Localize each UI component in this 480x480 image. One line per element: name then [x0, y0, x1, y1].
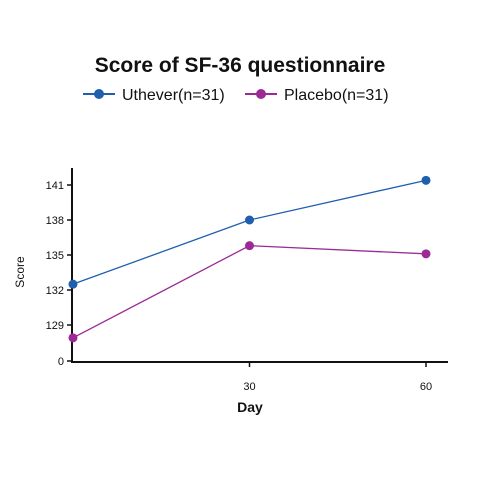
- series-line-1: [72, 245, 427, 339]
- y-axis-label: Score: [13, 256, 27, 288]
- axes: 0 129 132 135 138 141 30 60: [46, 168, 448, 393]
- data-point: [68, 333, 78, 343]
- data-point: [245, 215, 254, 225]
- y-tick-label: 0: [58, 356, 64, 368]
- series-line-0: [72, 179, 427, 285]
- series-layer: [68, 175, 431, 343]
- legend-marker-uthever: [94, 89, 104, 99]
- legend-label-uthever: Uthever(n=31): [122, 87, 225, 104]
- chart-title: Score of SF-36 questionnaire: [95, 54, 386, 77]
- data-point: [68, 279, 78, 289]
- data-point: [421, 175, 431, 185]
- y-tick-label: 138: [46, 215, 64, 227]
- legend-marker-placebo: [256, 89, 266, 99]
- y-tick-label: 141: [46, 180, 64, 192]
- data-point: [245, 241, 254, 251]
- legend-label-placebo: Placebo(n=31): [284, 87, 389, 104]
- legend: Uthever(n=31) Placebo(n=31): [83, 87, 389, 104]
- x-tick-label: 30: [243, 381, 255, 393]
- x-axis-label: Day: [237, 399, 263, 415]
- x-tick-label: 60: [420, 381, 432, 393]
- y-tick-label: 135: [46, 250, 64, 262]
- y-tick-label: 132: [46, 285, 64, 297]
- y-tick-label: 129: [46, 320, 64, 332]
- data-point: [421, 249, 431, 259]
